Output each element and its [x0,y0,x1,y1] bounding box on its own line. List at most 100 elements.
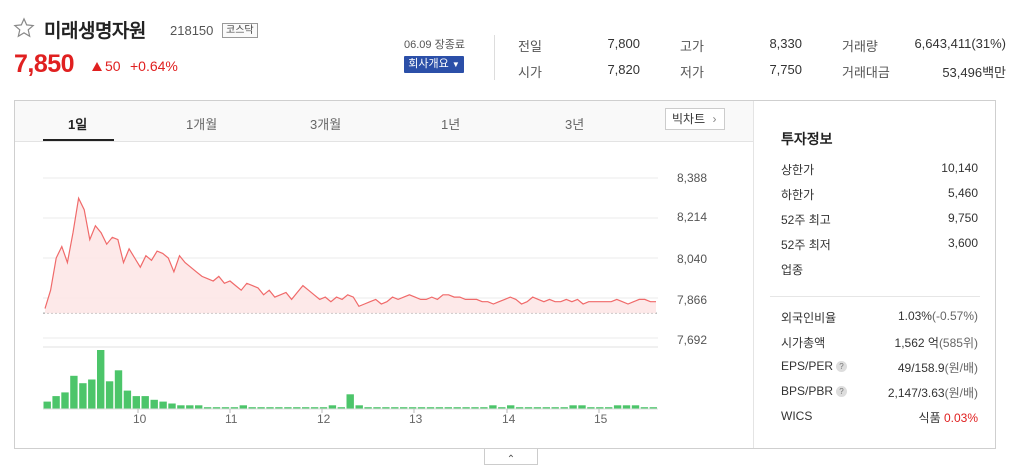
volume-bar [391,407,399,409]
intraday-chart [43,177,658,413]
volume-bar [435,407,444,409]
high-value: 8,330 [769,36,802,51]
volume-bar [266,407,274,409]
wics-value: 식품 0.03% [919,409,978,426]
volume-bar [177,405,185,409]
volume-bar [302,407,310,409]
prev-close-label: 전일 [518,39,542,54]
volume-bar [587,407,595,409]
volume-bar [605,407,613,409]
volume-bar [203,407,212,409]
volume-bar [159,401,167,409]
upper-limit-label: 상한가 [781,163,815,177]
volume-bar [195,405,203,409]
volume-bar [310,407,319,409]
foreign-ratio-label: 외국인비율 [781,311,837,325]
y-tick-label: 8,388 [677,171,708,185]
volume-bar [328,405,337,409]
volume-bar [542,407,550,409]
wics-sector[interactable]: 식품 [918,411,941,425]
eps-per-label: EPS/PER? [781,359,848,373]
volume-bar [471,407,479,409]
volume-bar [275,407,283,409]
volume-value: 6,643,411(31%) [914,36,1006,51]
panel-divider [753,101,754,448]
y-tick-label: 8,040 [677,252,708,266]
volume-bar [462,407,470,409]
amount-value: 53,496백만 [942,65,1006,80]
tab-1-month[interactable]: 1개월 [186,117,218,132]
wics-label: WICS [781,409,813,423]
help-icon[interactable]: ? [836,361,848,372]
company-overview-label: 회사개요 [408,58,449,70]
52w-low-label: 52주 최저 [781,238,831,252]
tab-1-year[interactable]: 1년 [441,117,461,132]
volume-bar [186,405,194,409]
volume-bar [373,407,381,409]
foreign-ratio-change: (-0.57%) [931,309,978,323]
price-change: 50 [105,58,121,74]
volume-bar [489,405,497,409]
tab-3-months[interactable]: 3개월 [310,117,342,132]
volume-label: 거래량 [842,39,878,54]
volume-bar [141,396,149,409]
market-close-date: 06.09 장종료 [404,39,465,51]
volume-bar [257,407,265,409]
x-tick-label: 11 [225,412,238,426]
low-value: 7,750 [769,62,802,77]
volume-bar [319,407,328,409]
volume-bar [337,407,345,409]
stock-code: 218150 [170,23,214,38]
tab-3-years[interactable]: 3년 [565,117,585,132]
volume-bar [284,407,292,409]
chevron-up-icon: ⌃ [506,454,516,465]
eps-per-text: EPS/PER [781,359,834,373]
low-label: 저가 [680,65,704,80]
volume-bar [132,396,140,409]
star-outline-icon[interactable] [13,17,35,39]
volume-bar [43,401,51,409]
volume-bar [551,407,559,409]
industry-label: 업종 [781,263,804,277]
price-change-percent: +0.64% [130,58,178,74]
bps-pbr: 2,147/3.63 [887,386,945,400]
volume-bar [230,407,239,409]
current-price: 7,850 [14,50,75,78]
company-overview-button[interactable]: 회사개요 ▼ [404,56,464,73]
big-chart-label: 빅차트 [672,112,706,126]
high-label: 고가 [680,39,704,54]
collapse-toggle[interactable]: ⌃ [484,449,538,465]
volume-bar [364,407,372,409]
52w-low-value: 3,600 [947,236,978,250]
volume-bar [70,375,78,409]
divider [770,296,980,297]
volume-bar [560,407,568,409]
up-arrow-icon [92,62,102,71]
volume-bar [613,405,622,409]
volume-bar [88,379,96,409]
eps-per-value: 49/158.9(원/배) [898,359,978,376]
volume-bar [212,407,221,409]
volume-bar [52,396,60,409]
market-badge: 코스닥 [222,23,258,38]
tab-1-day[interactable]: 1일 [68,117,88,132]
upper-limit-value: 10,140 [941,161,978,175]
big-chart-button[interactable]: 빅차트 › [665,108,725,130]
volume-bar [123,390,132,409]
y-tick-label: 7,692 [677,333,708,347]
volume-bar [408,407,417,409]
eps-per-unit: (원/배) [944,361,978,375]
x-tick-label: 12 [317,412,331,426]
volume-bar [150,399,158,409]
bps-pbr-value: 2,147/3.63(원/배) [888,384,978,401]
volume-bar [524,407,533,409]
foreign-ratio-value: 1.03%(-0.57%) [898,309,978,323]
volume-bar [105,381,114,409]
period-tab-bar [15,101,753,142]
volume-bar [444,407,452,409]
x-tick-label: 14 [502,412,516,426]
amount-label: 거래대금 [842,65,890,80]
52w-high-value: 9,750 [947,211,978,225]
volume-bar [382,407,390,409]
help-icon[interactable]: ? [836,386,848,397]
